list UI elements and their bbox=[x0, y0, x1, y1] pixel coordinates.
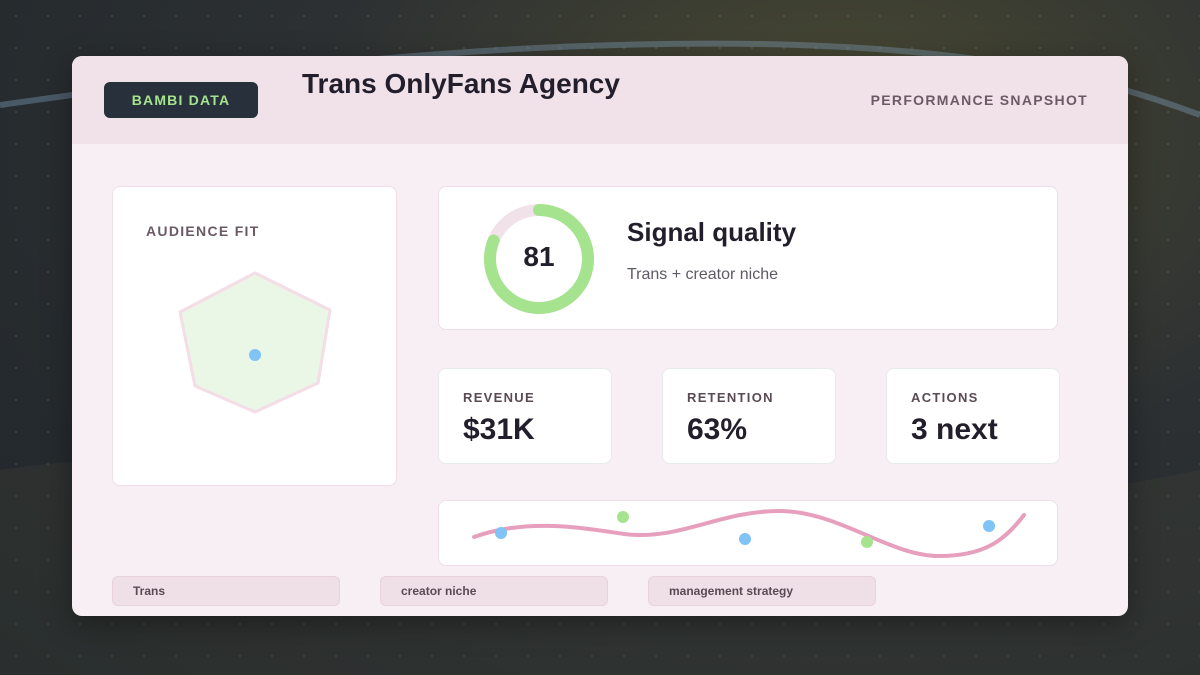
section-subtitle: PERFORMANCE SNAPSHOT bbox=[870, 92, 1088, 108]
revenue-card[interactable]: REVENUE $31K bbox=[438, 368, 612, 464]
signal-score: 81 bbox=[523, 241, 555, 272]
radar-chart bbox=[178, 271, 332, 414]
revenue-label: REVENUE bbox=[463, 390, 535, 405]
audience-fit-label: AUDIENCE FIT bbox=[146, 223, 260, 239]
signal-subtitle: Trans + creator niche bbox=[627, 266, 779, 283]
retention-card[interactable]: RETENTION 63% bbox=[662, 368, 836, 464]
header-bar: BAMBI DATA Trans OnlyFans Agency PERFORM… bbox=[72, 56, 1128, 144]
trend-point bbox=[495, 527, 507, 539]
actions-label: ACTIONS bbox=[911, 390, 979, 405]
trend-point bbox=[739, 533, 751, 545]
retention-label: RETENTION bbox=[687, 390, 774, 405]
trend-point bbox=[983, 520, 995, 532]
trend-sparkline bbox=[472, 508, 1026, 559]
signal-quality-panel: 81 Signal quality Trans + creator niche bbox=[438, 186, 1058, 330]
actions-card[interactable]: ACTIONS 3 next bbox=[886, 368, 1060, 464]
dashboard-card: BAMBI DATA Trans OnlyFans Agency PERFORM… bbox=[72, 56, 1128, 616]
page-title: Trans OnlyFans Agency bbox=[302, 68, 620, 99]
trend-point bbox=[617, 511, 629, 523]
tag-chip[interactable]: management strategy bbox=[648, 576, 876, 606]
trend-point bbox=[861, 536, 873, 548]
retention-value: 63% bbox=[687, 413, 748, 446]
audience-fit-panel: AUDIENCE FIT bbox=[112, 186, 397, 486]
actions-value: 3 next bbox=[911, 413, 998, 446]
trend-line bbox=[472, 508, 1026, 559]
revenue-value: $31K bbox=[463, 413, 535, 446]
tag-chip[interactable]: Trans bbox=[112, 576, 340, 606]
gauge-arc bbox=[484, 204, 594, 314]
brand-badge[interactable]: BAMBI DATA bbox=[104, 82, 258, 118]
signal-title: Signal quality bbox=[627, 217, 797, 247]
tag-chip[interactable]: creator niche bbox=[380, 576, 608, 606]
radar-center-dot bbox=[249, 349, 261, 361]
score-gauge bbox=[484, 204, 594, 314]
trend-panel bbox=[438, 500, 1058, 566]
radar-shape bbox=[178, 271, 332, 414]
